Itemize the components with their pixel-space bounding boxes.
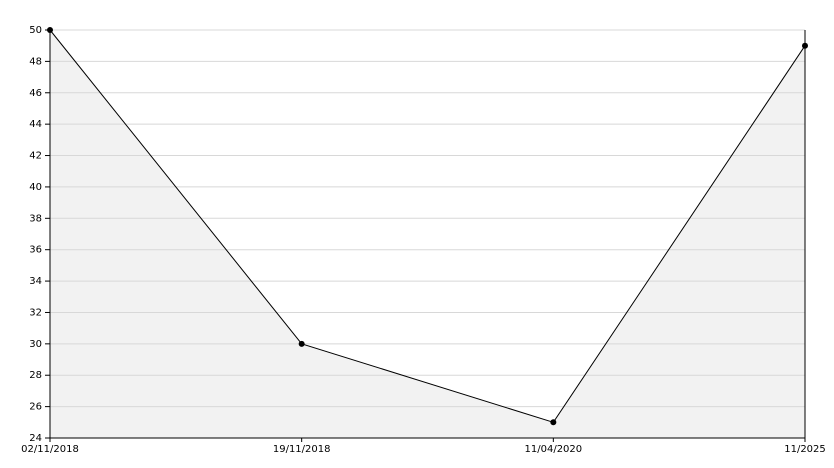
y-tick-label: 36 [29, 245, 42, 256]
x-tick-label: 02/11/2018 [21, 444, 79, 455]
y-tick-label: 48 [29, 56, 42, 67]
y-tick-label: 34 [29, 276, 42, 287]
point [550, 419, 557, 426]
point [298, 340, 305, 347]
y-tick-label: 44 [29, 119, 42, 130]
x-tick-label: 11/04/2020 [525, 444, 583, 455]
line [49, 29, 806, 423]
y-tick-label: 24 [29, 433, 42, 444]
y-tick-label: 50 [29, 25, 42, 36]
y-tick-label: 26 [29, 402, 42, 413]
area-fill [50, 30, 805, 438]
point [47, 27, 53, 33]
y-tick-label: 32 [29, 307, 42, 318]
y-tick-label: 46 [29, 88, 42, 99]
y-tick-label: 30 [29, 339, 42, 350]
y-tick-label: 40 [29, 182, 42, 193]
y-tick-label: 42 [29, 151, 42, 162]
x-tick-label: 19/11/2018 [273, 444, 331, 455]
point [802, 42, 808, 49]
y-tick-label: 28 [29, 370, 42, 381]
y-tick-label: 38 [29, 213, 42, 224]
x-tick-label: 11/2025 [784, 444, 826, 455]
